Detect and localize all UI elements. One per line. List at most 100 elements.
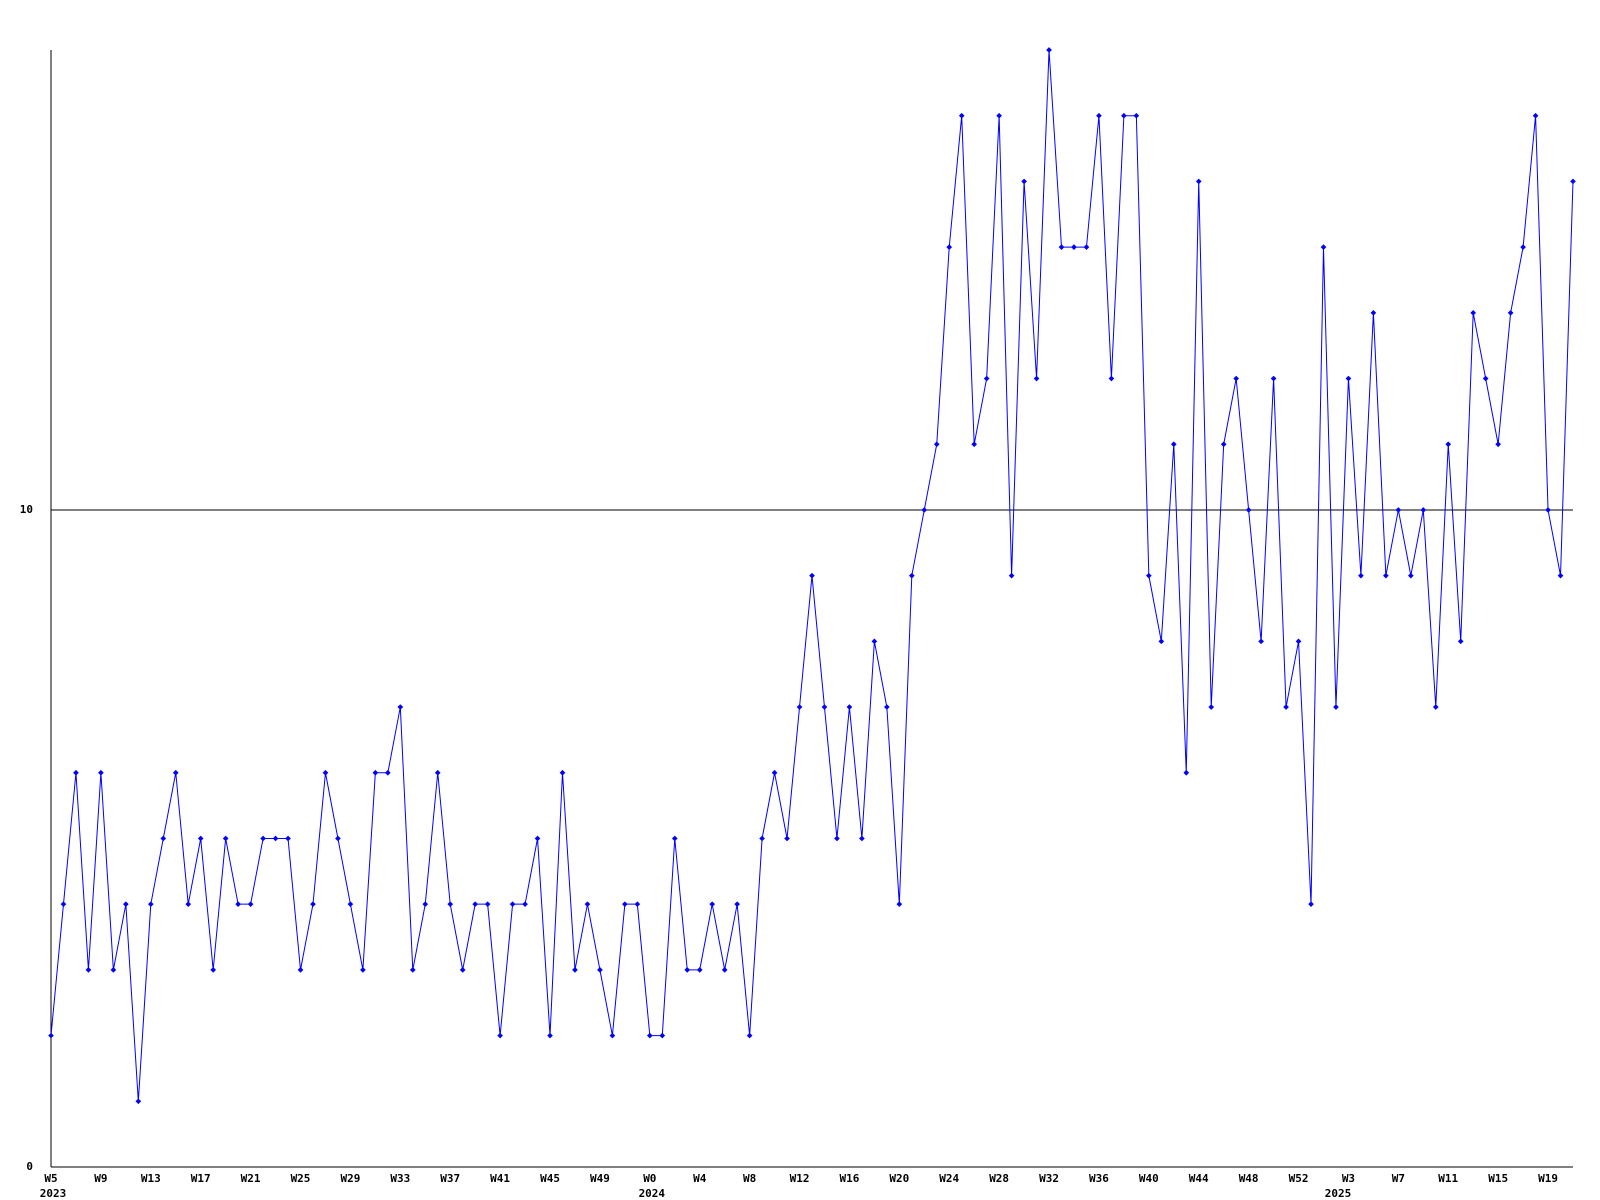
data-point xyxy=(1046,47,1052,53)
data-point xyxy=(1320,244,1327,250)
data-point xyxy=(497,1032,503,1039)
data-point xyxy=(60,901,67,908)
x-tick-label: W41 xyxy=(490,1172,510,1185)
data-point xyxy=(147,901,154,908)
data-point xyxy=(646,1032,653,1039)
data-point xyxy=(347,901,354,908)
data-point xyxy=(459,967,466,973)
x-tick-label: W9 xyxy=(94,1172,107,1185)
data-point xyxy=(1283,704,1289,710)
data-point xyxy=(1482,375,1489,382)
data-point xyxy=(1033,375,1040,382)
data-point xyxy=(397,704,404,710)
x-tick-label: W8 xyxy=(743,1172,756,1185)
data-point xyxy=(48,1032,54,1039)
data-point xyxy=(1457,638,1464,645)
data-point xyxy=(622,901,628,908)
x-tick-label: W32 xyxy=(1039,1172,1059,1185)
data-point xyxy=(1520,244,1526,250)
data-point xyxy=(422,901,429,908)
data-point xyxy=(1507,309,1514,316)
x-tick-label: W40 xyxy=(1139,1172,1159,1185)
data-point xyxy=(996,112,1002,119)
x-tick-label: W48 xyxy=(1239,1172,1259,1185)
year-label: 2025 xyxy=(1325,1187,1352,1200)
data-point xyxy=(1445,441,1452,448)
data-point xyxy=(1395,507,1402,513)
data-point xyxy=(559,769,566,776)
data-point xyxy=(409,967,416,973)
x-tick-label: W29 xyxy=(340,1172,360,1185)
x-tick-label: W17 xyxy=(191,1172,211,1185)
data-point xyxy=(172,769,179,776)
data-point xyxy=(1432,704,1439,710)
data-point xyxy=(1220,441,1227,448)
x-tick-label: W44 xyxy=(1189,1172,1209,1185)
x-tick-label: W4 xyxy=(693,1172,707,1185)
data-point xyxy=(335,835,341,842)
data-point xyxy=(1245,507,1252,513)
data-point xyxy=(297,967,304,973)
data-point xyxy=(534,835,541,842)
data-point xyxy=(222,835,229,842)
data-point xyxy=(1121,112,1127,119)
data-point xyxy=(871,638,878,645)
data-point xyxy=(1570,178,1576,185)
x-tick-label: W45 xyxy=(540,1172,560,1185)
data-point xyxy=(734,901,740,908)
x-tick-label: W49 xyxy=(590,1172,610,1185)
data-point xyxy=(123,901,129,908)
data-point xyxy=(584,901,591,908)
data-point xyxy=(946,244,953,250)
data-point xyxy=(746,1032,753,1039)
x-tick-label: W21 xyxy=(241,1172,261,1185)
data-point xyxy=(859,835,865,842)
x-tick-label: W28 xyxy=(989,1172,1009,1185)
data-point xyxy=(434,769,441,776)
data-point xyxy=(821,704,828,710)
data-point xyxy=(684,967,691,973)
data-point xyxy=(896,901,903,908)
x-tick-label: W5 xyxy=(44,1172,57,1185)
data-point xyxy=(260,835,266,842)
data-point xyxy=(135,1098,142,1105)
data-point xyxy=(285,835,291,842)
data-point xyxy=(634,901,641,908)
data-point xyxy=(921,507,928,513)
x-tick-label: W36 xyxy=(1089,1172,1109,1185)
data-point xyxy=(721,967,728,973)
x-tick-label: W16 xyxy=(839,1172,859,1185)
data-point xyxy=(1208,704,1215,710)
x-tick-label: W11 xyxy=(1438,1172,1458,1185)
data-point xyxy=(1370,309,1377,316)
data-point xyxy=(73,769,79,776)
data-point xyxy=(1195,178,1202,185)
data-point xyxy=(1258,638,1264,645)
x-tick-label: W19 xyxy=(1538,1172,1558,1185)
data-point xyxy=(1532,112,1539,119)
data-point xyxy=(1295,638,1302,645)
data-point xyxy=(1358,572,1364,579)
data-point xyxy=(110,967,117,973)
x-tick-label: W0 xyxy=(643,1172,656,1185)
data-point xyxy=(597,967,603,973)
data-point xyxy=(1096,112,1102,119)
data-point xyxy=(908,572,915,579)
data-point xyxy=(522,901,528,908)
data-point xyxy=(796,704,803,710)
x-tick-label: W52 xyxy=(1289,1172,1309,1185)
data-point xyxy=(1170,441,1177,448)
data-point xyxy=(1545,507,1551,513)
x-tick-label: W20 xyxy=(889,1172,909,1185)
data-point xyxy=(247,901,254,908)
data-point xyxy=(759,835,765,842)
data-point xyxy=(210,967,217,973)
data-point xyxy=(472,901,478,908)
data-point xyxy=(1270,375,1277,382)
data-point xyxy=(1345,375,1352,382)
data-point xyxy=(235,901,241,908)
data-point xyxy=(709,901,716,908)
x-tick-label: W33 xyxy=(390,1172,410,1185)
data-point xyxy=(1058,244,1065,250)
